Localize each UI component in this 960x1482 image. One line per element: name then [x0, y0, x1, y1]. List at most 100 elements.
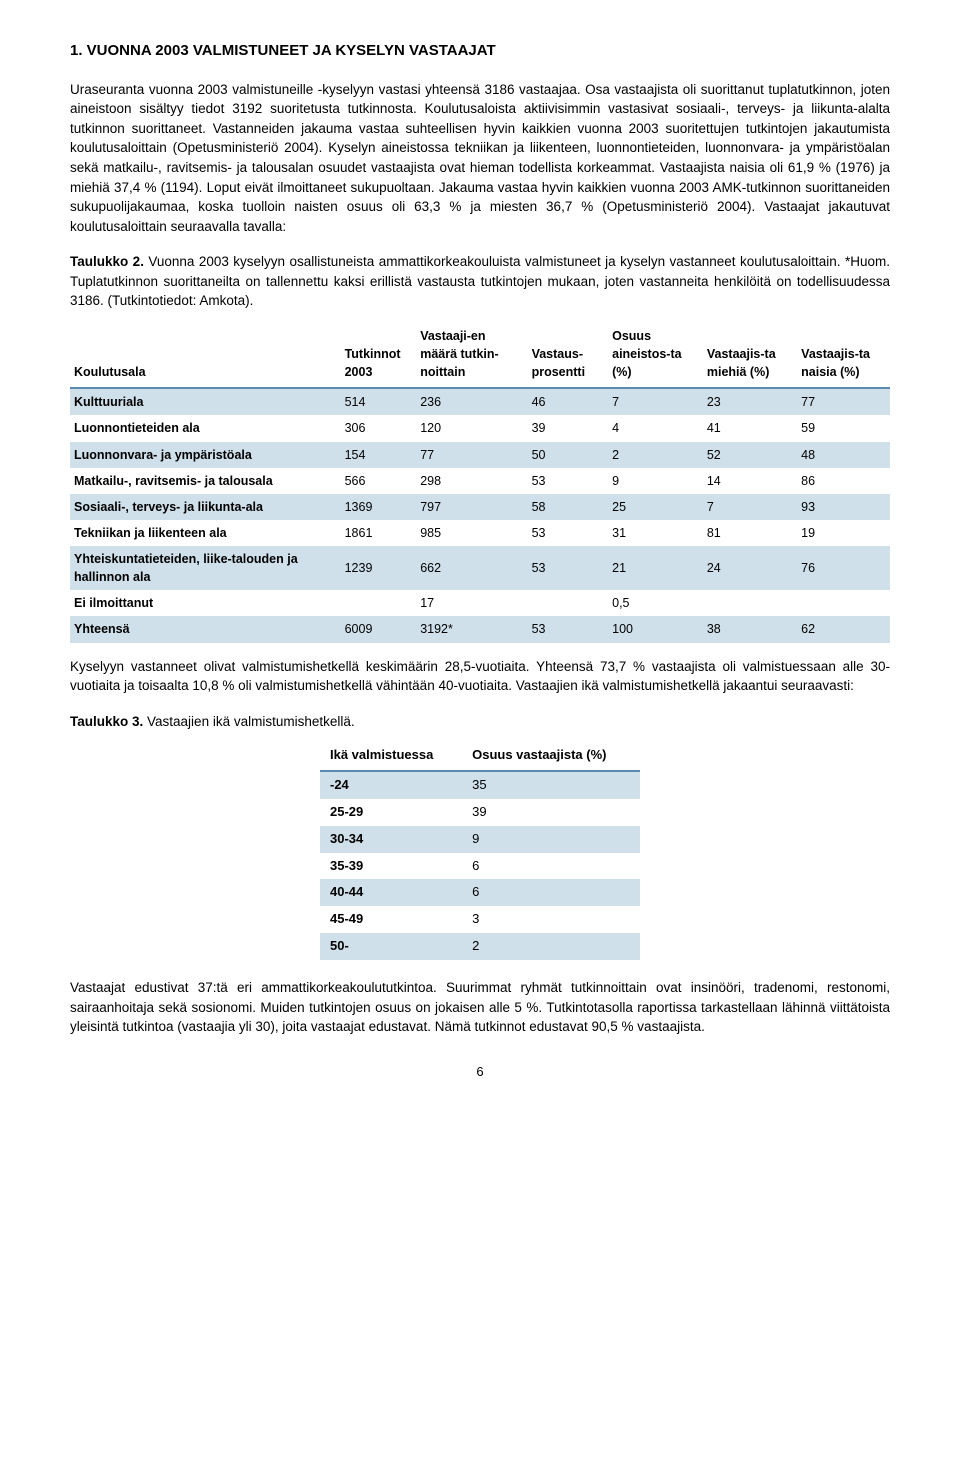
- table-row: Sosiaali-, terveys- ja liikunta-ala13697…: [70, 494, 890, 520]
- table1-row-label: Luonnonvara- ja ympäristöala: [70, 442, 341, 468]
- table2-caption: Taulukko 3. Vastaajien ikä valmistumishe…: [70, 712, 890, 732]
- table2-row-label: -24: [320, 771, 462, 799]
- table1-cell: 53: [528, 546, 609, 590]
- table1-cell: 38: [703, 616, 797, 642]
- table1-cell: 236: [416, 388, 527, 415]
- table2-cell: 3: [462, 906, 640, 933]
- table1-cell: 53: [528, 616, 609, 642]
- table1-cell: 2: [608, 442, 703, 468]
- table1-cell: 21: [608, 546, 703, 590]
- table1-cell: 50: [528, 442, 609, 468]
- table1-header-cell: Vastaajis-ta miehiä (%): [703, 321, 797, 388]
- table1-cell: 77: [797, 388, 890, 415]
- table2-header-cell: Osuus vastaajista (%): [462, 741, 640, 771]
- table1: KoulutusalaTutkinnot 2003Vastaaji-en mää…: [70, 321, 890, 643]
- page-number: 6: [70, 1063, 890, 1082]
- table1-cell: 120: [416, 415, 527, 441]
- table1-row-label: Sosiaali-, terveys- ja liikunta-ala: [70, 494, 341, 520]
- table1-cell: 77: [416, 442, 527, 468]
- table1-cell: 514: [341, 388, 417, 415]
- table2-cell: 2: [462, 933, 640, 960]
- table1-cell: 6009: [341, 616, 417, 642]
- table1-cell: 86: [797, 468, 890, 494]
- table2-cell: 9: [462, 826, 640, 853]
- table1-cell: 52: [703, 442, 797, 468]
- table-row: 45-493: [320, 906, 640, 933]
- table1-cell: 93: [797, 494, 890, 520]
- table1-cell: 58: [528, 494, 609, 520]
- table-row: Yhteiskuntatieteiden, liike-talouden ja …: [70, 546, 890, 590]
- table1-cell: 76: [797, 546, 890, 590]
- table1-cell: 62: [797, 616, 890, 642]
- table1-header-row: KoulutusalaTutkinnot 2003Vastaaji-en mää…: [70, 321, 890, 388]
- age-paragraph: Kyselyyn vastanneet olivat valmistumishe…: [70, 657, 890, 696]
- table2-cell: 6: [462, 853, 640, 880]
- final-paragraph: Vastaajat edustivat 37:tä eri ammattikor…: [70, 978, 890, 1037]
- table2-row-label: 25-29: [320, 799, 462, 826]
- intro-paragraph: Uraseuranta vuonna 2003 valmistuneille -…: [70, 80, 890, 237]
- table1-cell: 53: [528, 468, 609, 494]
- table1-cell: 1239: [341, 546, 417, 590]
- table1-row-label: Luonnontieteiden ala: [70, 415, 341, 441]
- table1-cell: 662: [416, 546, 527, 590]
- table-row: -2435: [320, 771, 640, 799]
- table1-cell: 3192*: [416, 616, 527, 642]
- table1-cell: 298: [416, 468, 527, 494]
- table2-row-label: 40-44: [320, 879, 462, 906]
- table1-cell: [703, 590, 797, 616]
- table1-cell: 154: [341, 442, 417, 468]
- page-heading: 1. VUONNA 2003 VALMISTUNEET JA KYSELYN V…: [70, 40, 890, 62]
- table-row: 40-446: [320, 879, 640, 906]
- table1-cell: 41: [703, 415, 797, 441]
- table1-cell: 985: [416, 520, 527, 546]
- table-row: Luonnonvara- ja ympäristöala154775025248: [70, 442, 890, 468]
- table1-cell: 7: [608, 388, 703, 415]
- table-row: Tekniikan ja liikenteen ala1861985533181…: [70, 520, 890, 546]
- table2-row-label: 35-39: [320, 853, 462, 880]
- table1-row-label: Kulttuuriala: [70, 388, 341, 415]
- table1-cell: 23: [703, 388, 797, 415]
- table1-cell: 24: [703, 546, 797, 590]
- table1-header-cell: Osuus aineistos-ta (%): [608, 321, 703, 388]
- table1-header-cell: Vastaajis-ta naisia (%): [797, 321, 890, 388]
- table-row: Yhteensä60093192*531003862: [70, 616, 890, 642]
- table1-row-label: Matkailu-, ravitsemis- ja talousala: [70, 468, 341, 494]
- table1-cell: 566: [341, 468, 417, 494]
- table1-cell: 59: [797, 415, 890, 441]
- table2-row-label: 45-49: [320, 906, 462, 933]
- table1-caption-label: Taulukko 2.: [70, 254, 144, 269]
- table-row: 25-2939: [320, 799, 640, 826]
- table1-cell: 797: [416, 494, 527, 520]
- table1-cell: 7: [703, 494, 797, 520]
- table1-cell: 14: [703, 468, 797, 494]
- table1-row-label: Yhteiskuntatieteiden, liike-talouden ja …: [70, 546, 341, 590]
- table1-cell: 4: [608, 415, 703, 441]
- table2-caption-label: Taulukko 3.: [70, 714, 143, 729]
- table1-cell: 17: [416, 590, 527, 616]
- table-row: Matkailu-, ravitsemis- ja talousala56629…: [70, 468, 890, 494]
- table1-cell: 9: [608, 468, 703, 494]
- table1-cell: [528, 590, 609, 616]
- table1-row-label: Tekniikan ja liikenteen ala: [70, 520, 341, 546]
- table1-row-label: Yhteensä: [70, 616, 341, 642]
- table-row: 30-349: [320, 826, 640, 853]
- table1-caption: Taulukko 2. Vuonna 2003 kyselyyn osallis…: [70, 252, 890, 311]
- table-row: 35-396: [320, 853, 640, 880]
- table1-cell: 1369: [341, 494, 417, 520]
- table-row: 50-2: [320, 933, 640, 960]
- table1-cell: 19: [797, 520, 890, 546]
- table2-row-label: 30-34: [320, 826, 462, 853]
- table2: Ikä valmistuessaOsuus vastaajista (%) -2…: [320, 741, 640, 960]
- table1-cell: [797, 590, 890, 616]
- table1-cell: 39: [528, 415, 609, 441]
- table-row: Luonnontieteiden ala3061203944159: [70, 415, 890, 441]
- table1-cell: 81: [703, 520, 797, 546]
- table-row: Ei ilmoittanut170,5: [70, 590, 890, 616]
- table1-header-cell: Tutkinnot 2003: [341, 321, 417, 388]
- table1-cell: 100: [608, 616, 703, 642]
- table1-cell: 1861: [341, 520, 417, 546]
- table2-cell: 35: [462, 771, 640, 799]
- table2-caption-text: Vastaajien ikä valmistumishetkellä.: [143, 714, 354, 729]
- table1-cell: 0,5: [608, 590, 703, 616]
- table1-cell: [341, 590, 417, 616]
